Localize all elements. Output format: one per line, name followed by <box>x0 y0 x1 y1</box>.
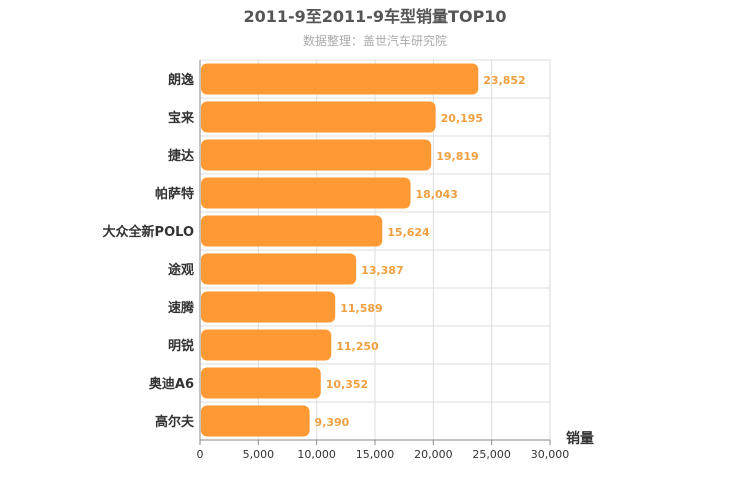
bar <box>201 139 432 171</box>
category-label: 途观 <box>168 262 194 278</box>
bar <box>201 405 310 437</box>
bars: 23,852 20,195 19,819 18,043 15,624 13,387 11,5… <box>201 63 526 437</box>
data-label: 18,043 <box>416 188 458 201</box>
x-tick-label: 20,000 <box>414 448 453 461</box>
bar <box>201 101 436 133</box>
category-label: 帕萨特 <box>155 186 194 202</box>
category-label: 捷达 <box>168 148 194 164</box>
bar <box>201 253 357 285</box>
x-axis-title: 销量 <box>566 430 594 447</box>
data-label: 19,819 <box>436 150 478 163</box>
data-label: 10,352 <box>326 378 368 391</box>
chart-subtitle: 数据整理：盖世汽车研究院 <box>303 33 447 48</box>
x-tick-label: 10,000 <box>297 448 336 461</box>
bar <box>201 63 479 95</box>
category-label: 大众全新POLO <box>103 224 194 240</box>
chart-title: 2011-9至2011-9车型销量TOP10 <box>243 7 506 26</box>
category-label: 朗逸 <box>168 72 194 88</box>
data-label: 23,852 <box>483 74 525 87</box>
category-label: 奥迪A6 <box>149 376 194 392</box>
data-label: 11,250 <box>336 340 379 353</box>
data-label: 15,624 <box>387 226 430 239</box>
bar <box>201 177 411 209</box>
data-label: 20,195 <box>441 112 483 125</box>
bar <box>201 367 321 399</box>
x-tick-label: 0 <box>197 448 204 461</box>
bar <box>201 329 332 361</box>
x-tick-label: 5,000 <box>243 448 275 461</box>
data-label: 11,589 <box>340 302 382 315</box>
category-label: 明锐 <box>168 338 194 354</box>
x-tick-label: 25,000 <box>472 448 511 461</box>
data-label: 9,390 <box>315 416 350 429</box>
data-label: 13,387 <box>361 264 403 277</box>
bar <box>201 291 336 323</box>
bar <box>201 215 383 247</box>
x-tick-label: 30,000 <box>531 448 570 461</box>
category-label: 高尔夫 <box>155 414 195 430</box>
category-label: 速腾 <box>168 300 195 316</box>
x-tick-label: 15,000 <box>356 448 395 461</box>
category-label: 宝来 <box>168 110 195 126</box>
